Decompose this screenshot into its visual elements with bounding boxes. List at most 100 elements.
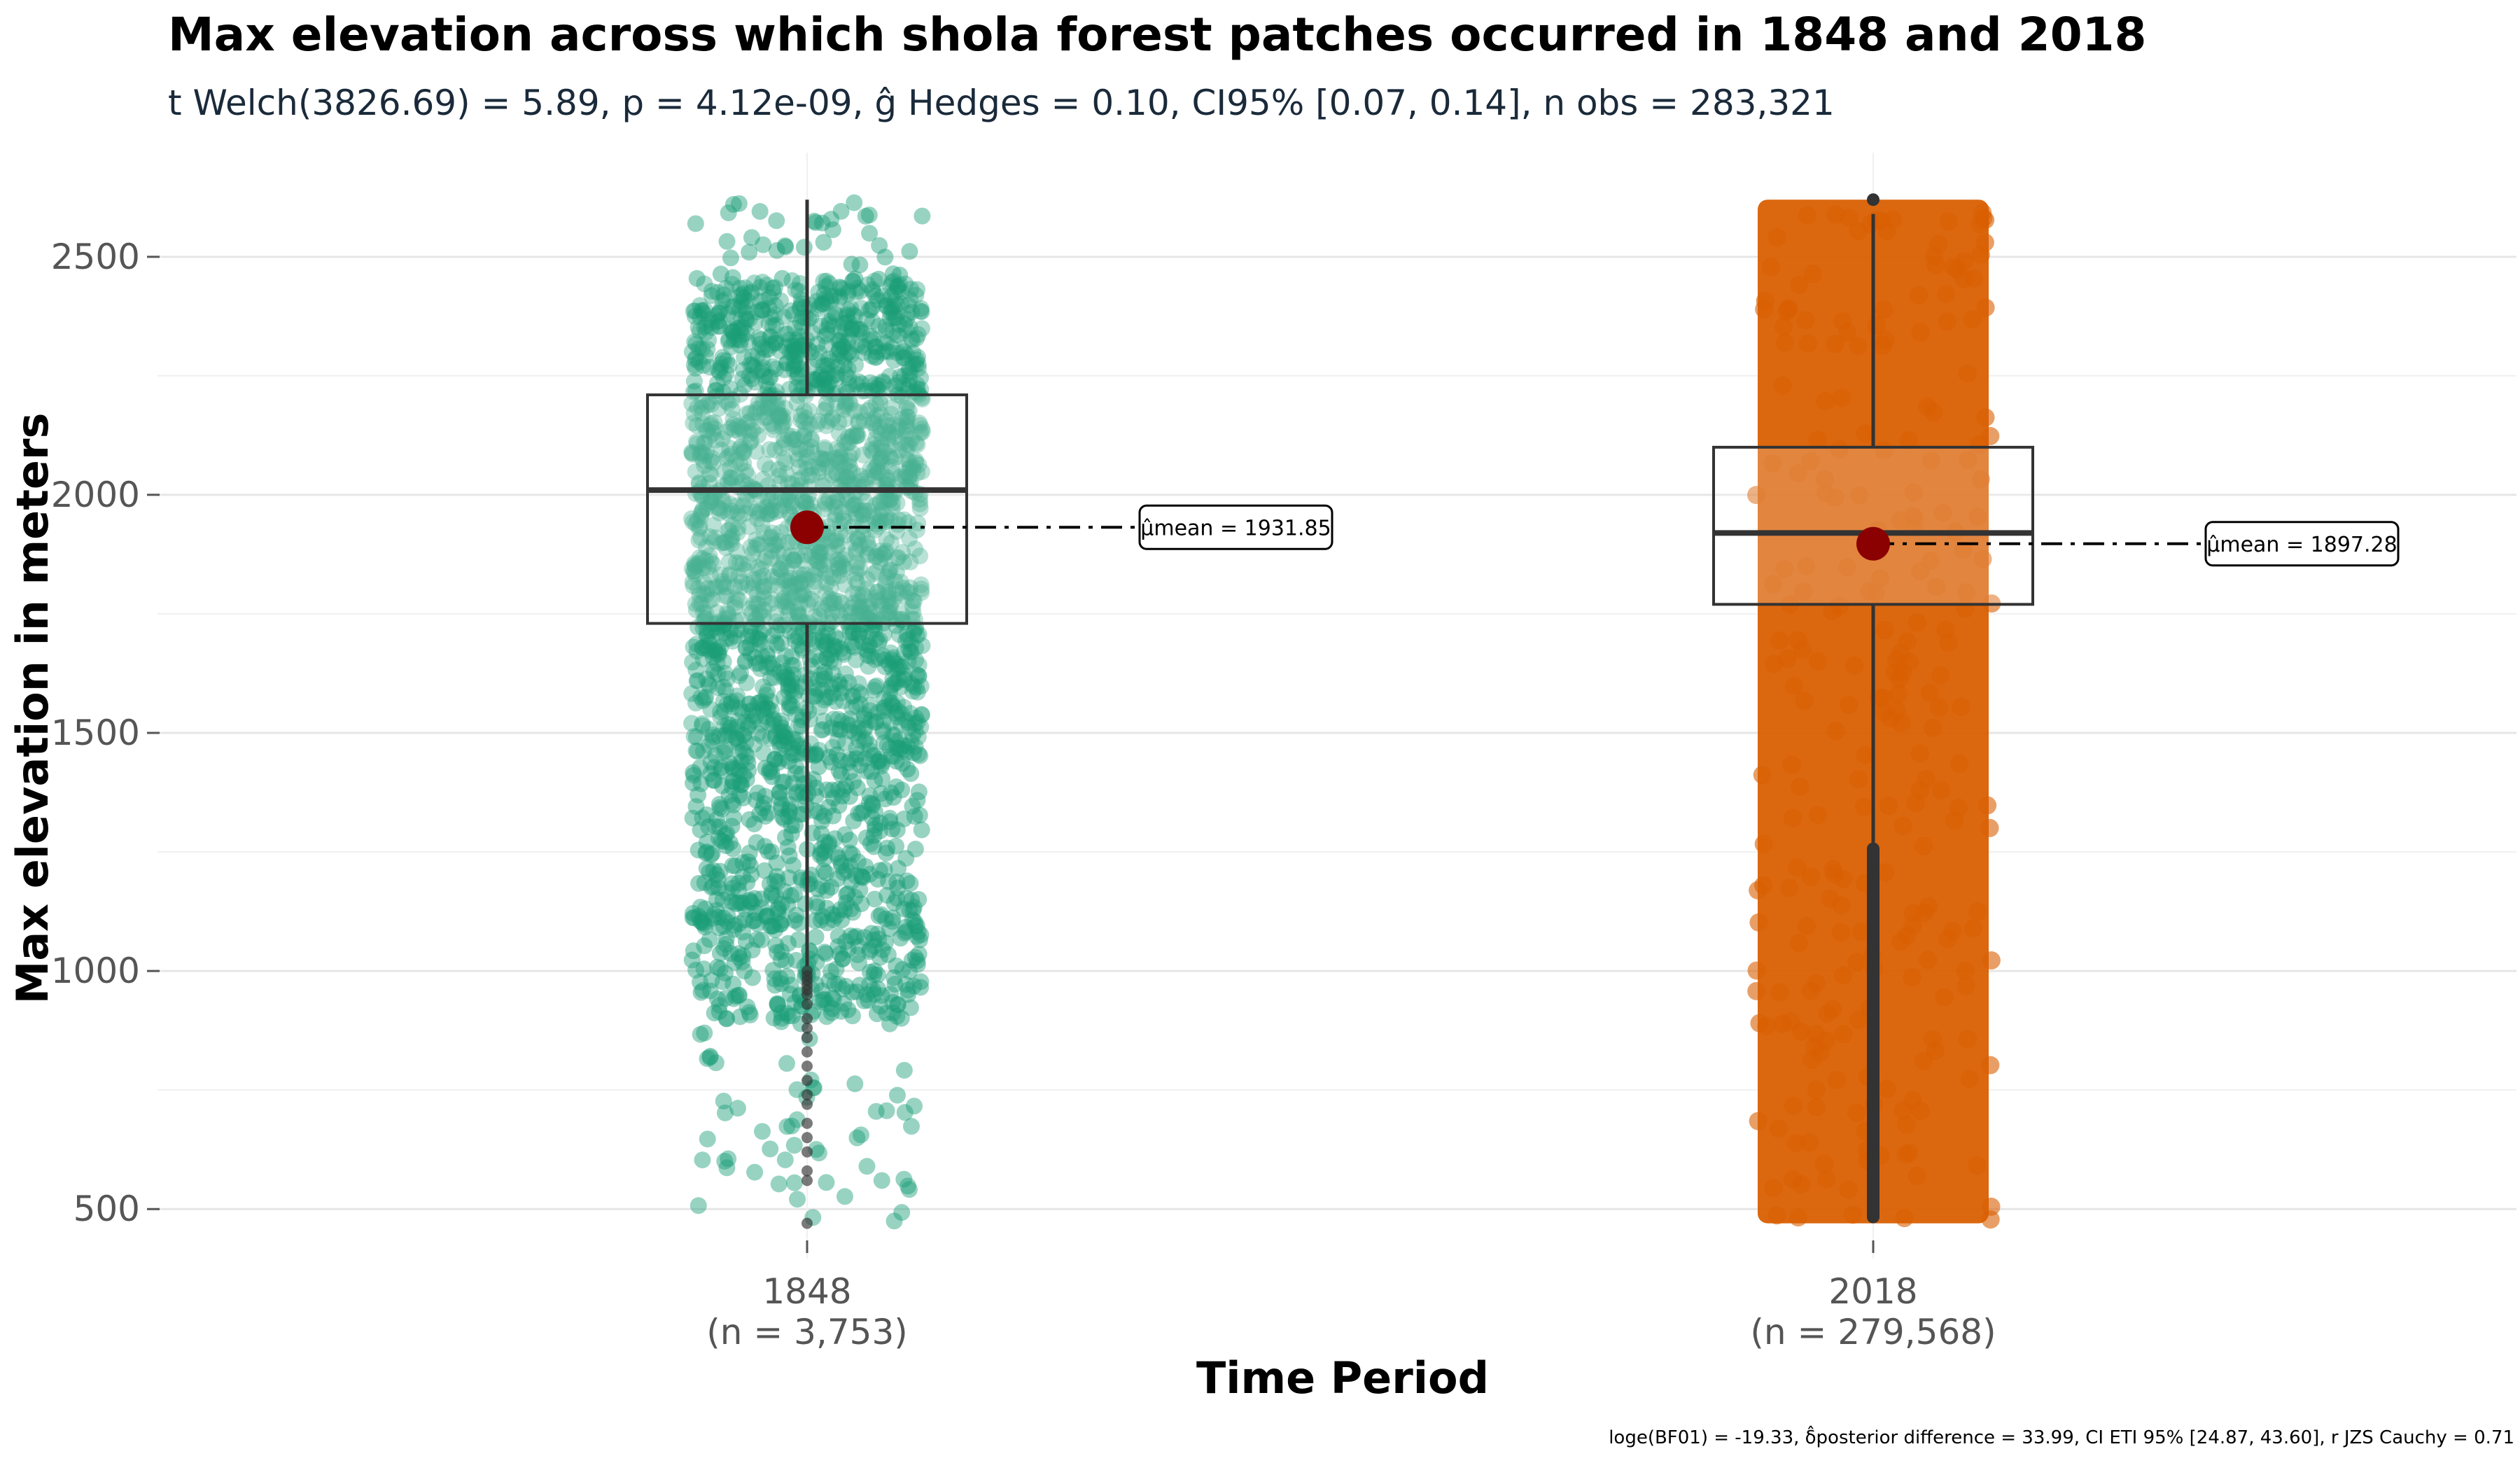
- data-point: [708, 640, 726, 657]
- data-point: [824, 612, 841, 630]
- data-point: [1815, 1154, 1834, 1173]
- data-point: [788, 379, 806, 396]
- data-point: [810, 1144, 827, 1162]
- data-point: [837, 933, 855, 951]
- data-point: [851, 598, 869, 616]
- data-point: [816, 667, 834, 685]
- data-point: [856, 339, 874, 356]
- data-point: [697, 638, 715, 655]
- data-point: [832, 640, 850, 657]
- data-point: [715, 678, 732, 696]
- data-point: [694, 743, 712, 760]
- data-point: [814, 295, 832, 313]
- data-point: [785, 1137, 803, 1154]
- data-point: [805, 593, 822, 610]
- data-point: [879, 430, 897, 447]
- data-point: [783, 272, 801, 289]
- data-point: [1909, 286, 1928, 304]
- data-point: [797, 788, 814, 806]
- data-point: [815, 272, 832, 290]
- data-point: [705, 454, 722, 472]
- chart-subtitle: t Welch(3826.69) = 5.89, p = 4.12e-09, ĝ…: [168, 83, 1835, 123]
- data-point: [764, 317, 781, 335]
- data-point: [729, 319, 746, 337]
- data-point: [717, 990, 734, 1007]
- data-point: [870, 317, 888, 335]
- data-point: [816, 371, 833, 388]
- data-point: [715, 1092, 732, 1110]
- data-point: [780, 678, 797, 696]
- data-point: [897, 416, 915, 434]
- data-point: [810, 544, 827, 561]
- data-point: [709, 499, 727, 517]
- data-point: [720, 395, 737, 412]
- data-point: [813, 545, 830, 562]
- data-point: [867, 349, 884, 366]
- data-point: [812, 366, 830, 384]
- data-point: [902, 734, 920, 751]
- data-point: [774, 722, 792, 740]
- data-point: [760, 654, 778, 672]
- data-point: [865, 838, 883, 855]
- data-point: [848, 541, 865, 559]
- data-point: [784, 730, 802, 748]
- data-point: [833, 504, 850, 522]
- data-point: [848, 554, 866, 571]
- outlier-point: [802, 989, 813, 1001]
- data-point: [703, 449, 720, 467]
- data-point: [802, 416, 819, 433]
- data-point: [727, 554, 745, 571]
- data-point: [734, 703, 751, 720]
- data-point: [686, 556, 704, 574]
- data-point: [837, 547, 855, 564]
- data-point: [912, 300, 930, 317]
- data-point: [901, 452, 918, 470]
- data-point: [757, 687, 775, 704]
- data-point: [814, 450, 832, 468]
- data-point: [1807, 1025, 1826, 1044]
- data-point: [704, 580, 722, 598]
- data-point: [895, 377, 912, 394]
- data-point: [722, 720, 739, 737]
- data-point: [749, 694, 766, 712]
- data-point: [875, 734, 892, 751]
- data-point: [829, 358, 846, 376]
- data-point: [858, 1158, 876, 1175]
- data-point: [828, 465, 846, 482]
- data-point: [874, 344, 891, 361]
- data-point: [827, 498, 845, 516]
- data-point: [865, 410, 883, 428]
- data-point: [728, 497, 746, 514]
- data-point: [733, 286, 750, 304]
- data-point: [1825, 864, 1844, 883]
- data-point: [827, 463, 845, 481]
- data-point: [737, 463, 755, 480]
- data-point: [741, 1004, 758, 1021]
- data-point: [746, 404, 764, 421]
- data-point: [864, 330, 881, 347]
- data-point: [731, 554, 748, 572]
- data-point: [827, 370, 845, 387]
- data-point: [895, 1061, 913, 1079]
- data-point: [880, 417, 897, 435]
- data-point: [818, 400, 835, 417]
- data-point: [881, 1015, 899, 1032]
- data-point: [690, 474, 708, 491]
- data-point: [716, 463, 734, 480]
- data-point: [889, 702, 906, 720]
- data-point: [712, 265, 729, 283]
- data-point: [701, 528, 718, 545]
- data-point: [908, 679, 925, 696]
- data-point: [722, 469, 740, 486]
- data-point: [694, 717, 711, 734]
- data-point: [687, 729, 705, 746]
- data-point: [896, 315, 913, 332]
- data-point: [687, 558, 704, 575]
- data-point: [726, 327, 743, 344]
- data-point: [785, 360, 802, 378]
- data-point: [718, 587, 736, 605]
- data-point: [881, 603, 898, 620]
- data-point: [854, 585, 872, 603]
- data-point: [722, 717, 739, 734]
- data-point: [722, 621, 739, 638]
